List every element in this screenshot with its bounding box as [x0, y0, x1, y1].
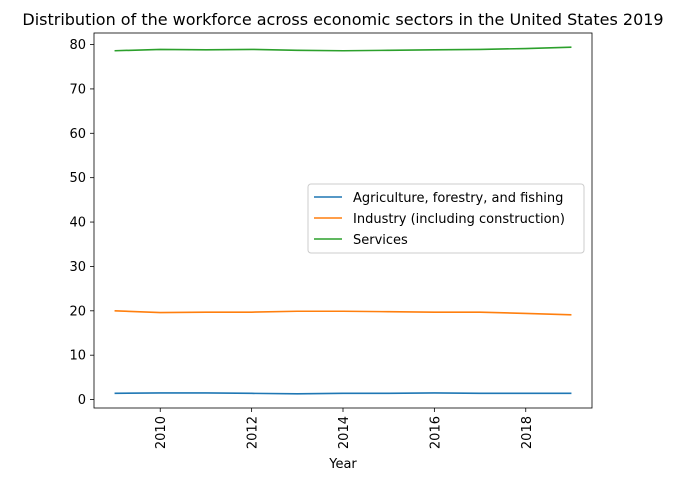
- legend-label: Services: [353, 233, 408, 248]
- legend: Agriculture, forestry, and fishing Indust…: [307, 183, 585, 254]
- series-line-3: [114, 46, 572, 52]
- y-tick-label: 10: [69, 349, 86, 364]
- y-tick-label: 80: [69, 38, 86, 53]
- y-axis: 0 10 20 30 40 50 60 70 80: [69, 38, 94, 408]
- chart-title: Distribution of the workforce across eco…: [22, 10, 663, 29]
- x-tick-label: 2012: [246, 416, 261, 449]
- y-tick-label: 20: [69, 304, 86, 319]
- y-tick-label: 70: [69, 82, 86, 97]
- y-tick-label: 30: [69, 260, 86, 275]
- series-line-1: [114, 392, 572, 395]
- legend-box: [307, 183, 585, 254]
- x-tick-label: 2010: [154, 416, 169, 449]
- series-lines: [114, 46, 572, 395]
- x-tick-label: 2014: [337, 416, 352, 449]
- y-tick-label: 0: [78, 393, 86, 408]
- y-tick-label: 50: [69, 171, 86, 186]
- x-axis: 2010 2012 2014 2016 2018: [154, 408, 535, 449]
- y-tick-label: 60: [69, 127, 86, 142]
- x-tick-label: 2018: [520, 416, 535, 449]
- legend-label: Industry (including construction): [353, 212, 565, 227]
- legend-label: Agriculture, forestry, and fishing: [353, 191, 563, 206]
- x-tick-label: 2016: [428, 416, 443, 449]
- y-tick-label: 40: [69, 216, 86, 231]
- series-line-2: [114, 310, 572, 316]
- x-axis-label: Year: [328, 457, 357, 472]
